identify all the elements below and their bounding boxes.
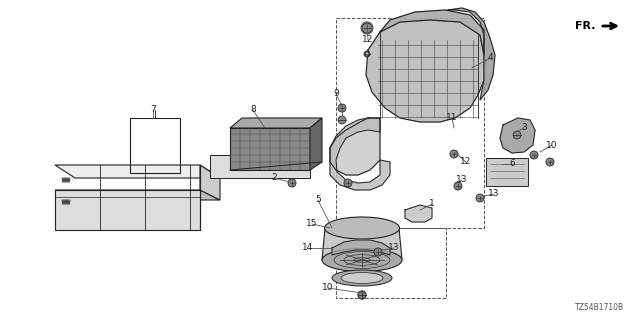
Polygon shape [500,118,535,153]
Ellipse shape [476,194,484,202]
Text: 7: 7 [150,106,156,115]
Ellipse shape [358,291,366,299]
Text: 13: 13 [488,189,500,198]
Text: 6: 6 [509,159,515,169]
Ellipse shape [364,51,370,57]
Bar [336,18,484,228]
Text: 15: 15 [307,220,317,228]
Text: 4: 4 [487,53,493,62]
Polygon shape [230,128,310,170]
Ellipse shape [338,116,346,124]
Text: 2: 2 [271,173,277,182]
Polygon shape [330,118,390,190]
Ellipse shape [322,249,402,271]
Text: 8: 8 [250,106,256,115]
Text: 3: 3 [521,124,527,132]
Text: 12: 12 [460,157,472,166]
Ellipse shape [338,104,346,112]
Polygon shape [310,118,322,170]
Text: TZ54B1710B: TZ54B1710B [575,303,625,313]
Text: 9: 9 [333,90,339,99]
Text: 5: 5 [315,196,321,204]
Text: 10: 10 [547,140,557,149]
Ellipse shape [530,151,538,159]
Polygon shape [230,118,322,128]
Ellipse shape [450,150,458,158]
Polygon shape [448,8,495,100]
Text: 14: 14 [302,244,314,252]
Ellipse shape [365,52,369,56]
Bar [486,158,528,186]
Polygon shape [200,165,220,200]
Ellipse shape [288,179,296,187]
Polygon shape [55,165,220,178]
Bar [336,228,446,298]
Ellipse shape [546,158,554,166]
Text: 12: 12 [362,36,374,44]
Text: 10: 10 [323,284,333,292]
Polygon shape [332,240,390,255]
Polygon shape [322,228,402,260]
Ellipse shape [324,217,399,239]
Text: 13: 13 [456,175,468,185]
Ellipse shape [358,291,366,299]
Polygon shape [405,205,432,222]
Polygon shape [366,20,484,122]
Text: 11: 11 [446,114,458,123]
Ellipse shape [362,23,372,33]
Polygon shape [55,190,220,200]
Ellipse shape [513,131,521,139]
Polygon shape [210,155,310,178]
Text: 1: 1 [429,199,435,209]
Text: 13: 13 [388,244,400,252]
Text: FR.: FR. [575,21,595,31]
Polygon shape [380,10,484,55]
Polygon shape [55,190,200,230]
Ellipse shape [344,179,352,187]
Ellipse shape [454,182,462,190]
Polygon shape [330,118,380,175]
Bar [130,118,180,173]
Ellipse shape [341,273,383,284]
Ellipse shape [374,248,382,256]
Ellipse shape [332,270,392,286]
